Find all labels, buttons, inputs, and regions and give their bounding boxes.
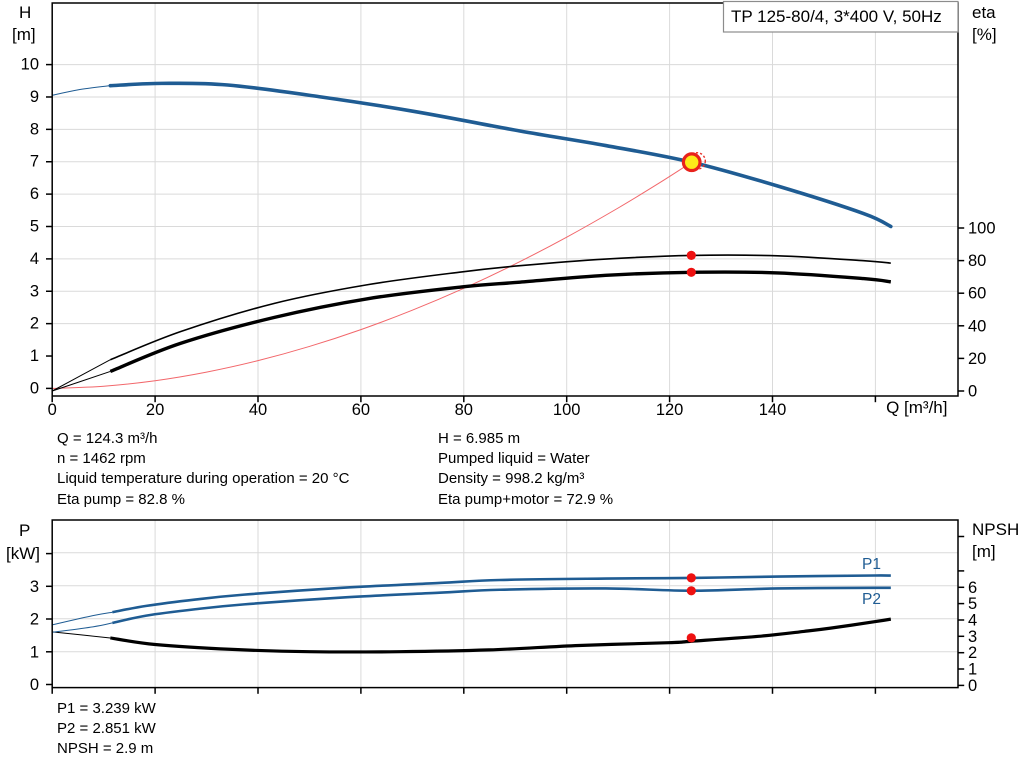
svg-text:0: 0	[48, 401, 57, 419]
svg-text:80: 80	[968, 252, 986, 270]
svg-text:9: 9	[30, 88, 39, 106]
svg-text:20: 20	[146, 401, 164, 419]
svg-text:120: 120	[656, 401, 684, 419]
svg-text:0: 0	[30, 676, 39, 694]
svg-text:0: 0	[968, 383, 977, 401]
svg-text:[m]: [m]	[972, 542, 996, 561]
svg-text:[kW]: [kW]	[6, 544, 40, 563]
svg-text:P2: P2	[862, 591, 881, 608]
svg-text:6: 6	[30, 185, 39, 203]
svg-text:20: 20	[968, 350, 986, 368]
svg-text:3: 3	[30, 578, 39, 596]
svg-text:0: 0	[30, 379, 39, 397]
svg-text:3: 3	[30, 282, 39, 300]
svg-text:P1: P1	[862, 556, 881, 573]
svg-text:40: 40	[249, 401, 267, 419]
svg-text:H: H	[19, 3, 31, 22]
svg-text:100: 100	[968, 220, 996, 238]
svg-text:2: 2	[30, 611, 39, 629]
svg-text:5: 5	[968, 595, 977, 613]
svg-text:7: 7	[30, 153, 39, 171]
svg-text:2: 2	[30, 315, 39, 333]
svg-text:6: 6	[968, 579, 977, 597]
svg-text:140: 140	[759, 401, 787, 419]
svg-text:60: 60	[968, 285, 986, 303]
svg-text:P: P	[19, 521, 30, 540]
svg-text:5: 5	[30, 218, 39, 236]
svg-text:40: 40	[968, 317, 986, 335]
svg-text:3: 3	[968, 628, 977, 646]
svg-text:2: 2	[968, 644, 977, 662]
svg-text:4: 4	[30, 250, 39, 268]
svg-text:TP 125-80/4, 3*400 V, 50Hz: TP 125-80/4, 3*400 V, 50Hz	[731, 7, 942, 26]
svg-text:NPSH: NPSH	[972, 520, 1019, 539]
svg-text:8: 8	[30, 120, 39, 138]
svg-text:60: 60	[352, 401, 370, 419]
svg-text:eta: eta	[972, 3, 996, 22]
svg-text:10: 10	[21, 56, 39, 74]
svg-text:4: 4	[968, 612, 977, 630]
svg-text:1: 1	[968, 661, 977, 679]
svg-text:1: 1	[30, 347, 39, 365]
svg-text:0: 0	[968, 677, 977, 695]
svg-text:1: 1	[30, 643, 39, 661]
svg-text:[%]: [%]	[972, 25, 997, 44]
svg-text:[m]: [m]	[12, 25, 36, 44]
svg-text:100: 100	[553, 401, 581, 419]
svg-text:Q [m³/h]: Q [m³/h]	[886, 398, 947, 417]
svg-text:80: 80	[455, 401, 473, 419]
